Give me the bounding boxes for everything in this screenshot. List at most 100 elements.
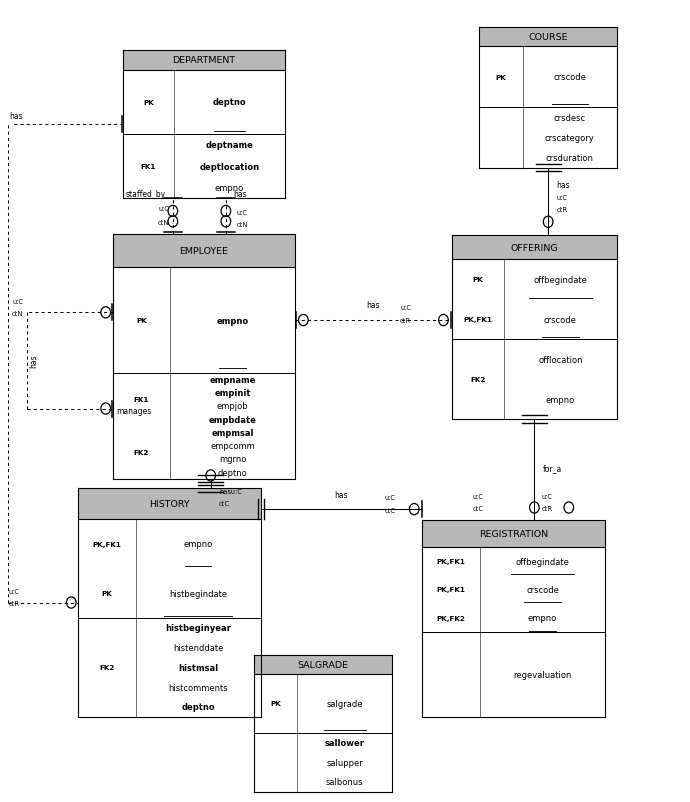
Text: HISTORY: HISTORY bbox=[149, 500, 190, 508]
Bar bbox=[112, 235, 295, 479]
Text: u:C: u:C bbox=[541, 493, 552, 500]
Text: offlocation: offlocation bbox=[538, 355, 582, 364]
Text: empcomm: empcomm bbox=[210, 442, 255, 451]
Text: EMPLOYEE: EMPLOYEE bbox=[179, 247, 228, 256]
Text: deptno: deptno bbox=[181, 703, 215, 711]
Text: d:N: d:N bbox=[12, 310, 23, 316]
Text: PK: PK bbox=[143, 99, 154, 106]
Text: crscode: crscode bbox=[544, 315, 577, 324]
Bar bbox=[123, 51, 285, 199]
Text: PK,FK1: PK,FK1 bbox=[463, 317, 492, 323]
Text: offbegindate: offbegindate bbox=[533, 276, 587, 285]
Text: empname: empname bbox=[209, 375, 256, 384]
Bar bbox=[452, 235, 617, 260]
Text: crscode: crscode bbox=[553, 73, 586, 82]
Text: FK1: FK1 bbox=[141, 164, 156, 170]
Text: deptlocation: deptlocation bbox=[199, 162, 259, 172]
Text: staffed_by: staffed_by bbox=[126, 189, 166, 198]
Bar bbox=[254, 655, 392, 792]
Text: PK: PK bbox=[101, 590, 112, 597]
Bar bbox=[254, 655, 392, 674]
Text: u:C: u:C bbox=[400, 305, 411, 310]
Text: salbonus: salbonus bbox=[326, 777, 364, 787]
Text: histbegindate: histbegindate bbox=[169, 589, 227, 598]
Text: has: has bbox=[366, 301, 380, 310]
Text: FK2: FK2 bbox=[134, 450, 149, 456]
Text: histbeginyear: histbeginyear bbox=[165, 623, 231, 633]
Bar bbox=[422, 520, 605, 547]
Text: offbegindate: offbegindate bbox=[515, 557, 569, 565]
Text: histcomments: histcomments bbox=[168, 683, 228, 692]
Text: regevaluation: regevaluation bbox=[513, 670, 571, 679]
Bar bbox=[480, 28, 617, 47]
Text: PK,FK2: PK,FK2 bbox=[437, 615, 466, 621]
Text: empinit: empinit bbox=[215, 389, 251, 398]
Text: u:C: u:C bbox=[12, 298, 23, 304]
Bar bbox=[480, 28, 617, 168]
Text: crsdesc: crsdesc bbox=[554, 113, 586, 123]
Text: empmsal: empmsal bbox=[211, 428, 254, 437]
Text: deptname: deptname bbox=[206, 141, 253, 150]
Text: u:C: u:C bbox=[556, 194, 567, 200]
Bar bbox=[112, 235, 295, 268]
Text: empno: empno bbox=[217, 316, 248, 325]
Bar bbox=[78, 488, 261, 717]
Text: PK: PK bbox=[136, 318, 147, 324]
Text: DEPARTMENT: DEPARTMENT bbox=[172, 56, 235, 65]
Text: u:C: u:C bbox=[159, 205, 170, 212]
Text: empno: empno bbox=[184, 540, 213, 549]
Text: mgrno: mgrno bbox=[219, 455, 246, 464]
Text: sallower: sallower bbox=[325, 738, 364, 747]
Text: histmsal: histmsal bbox=[178, 663, 218, 672]
Text: has: has bbox=[9, 111, 23, 120]
Text: crscode: crscode bbox=[526, 585, 559, 594]
Text: empno: empno bbox=[215, 184, 244, 192]
Text: FK2: FK2 bbox=[470, 377, 486, 383]
Text: d:C: d:C bbox=[219, 500, 230, 507]
Bar bbox=[78, 488, 261, 520]
Text: crsduration: crsduration bbox=[546, 154, 594, 163]
Text: empno: empno bbox=[546, 395, 575, 404]
Text: d:R: d:R bbox=[556, 206, 568, 213]
Text: PK,FK1: PK,FK1 bbox=[437, 558, 466, 565]
Text: u:C: u:C bbox=[473, 493, 484, 500]
Text: FK1: FK1 bbox=[134, 397, 149, 403]
Bar bbox=[123, 51, 285, 71]
Text: d:C: d:C bbox=[384, 507, 396, 513]
Text: d:R: d:R bbox=[9, 600, 20, 606]
Text: for_a: for_a bbox=[542, 463, 562, 472]
Text: salgrade: salgrade bbox=[326, 699, 363, 708]
Text: deptno: deptno bbox=[213, 99, 246, 107]
Text: PK: PK bbox=[270, 700, 281, 707]
Text: hasu:C: hasu:C bbox=[219, 488, 242, 495]
Text: FK2: FK2 bbox=[99, 665, 115, 670]
Text: SALGRADE: SALGRADE bbox=[297, 660, 348, 670]
Text: empjob: empjob bbox=[217, 402, 248, 411]
Text: PK: PK bbox=[473, 277, 483, 283]
Text: has: has bbox=[233, 189, 246, 198]
Text: u:C: u:C bbox=[9, 588, 20, 594]
Text: u:C: u:C bbox=[384, 494, 395, 500]
Text: has: has bbox=[29, 354, 38, 368]
Text: COURSE: COURSE bbox=[529, 33, 568, 43]
Text: PK,FK1: PK,FK1 bbox=[437, 586, 466, 593]
Text: empbdate: empbdate bbox=[208, 415, 257, 424]
Text: crscategory: crscategory bbox=[545, 134, 595, 143]
Text: REGISTRATION: REGISTRATION bbox=[479, 529, 549, 538]
Bar bbox=[452, 235, 617, 419]
Text: has: has bbox=[335, 491, 348, 500]
Text: PK,FK1: PK,FK1 bbox=[92, 541, 121, 547]
Text: empno: empno bbox=[528, 614, 557, 622]
Bar bbox=[422, 520, 605, 717]
Text: has: has bbox=[556, 180, 570, 189]
Text: histenddate: histenddate bbox=[173, 643, 224, 652]
Text: manages: manages bbox=[116, 406, 151, 415]
Text: deptno: deptno bbox=[218, 468, 248, 477]
Text: salupper: salupper bbox=[326, 758, 363, 767]
Text: d:N: d:N bbox=[237, 222, 248, 228]
Text: d:R: d:R bbox=[541, 505, 553, 512]
Text: d:R: d:R bbox=[400, 318, 411, 323]
Text: u:C: u:C bbox=[237, 210, 248, 216]
Text: PK: PK bbox=[495, 75, 506, 80]
Text: d:N: d:N bbox=[158, 220, 170, 226]
